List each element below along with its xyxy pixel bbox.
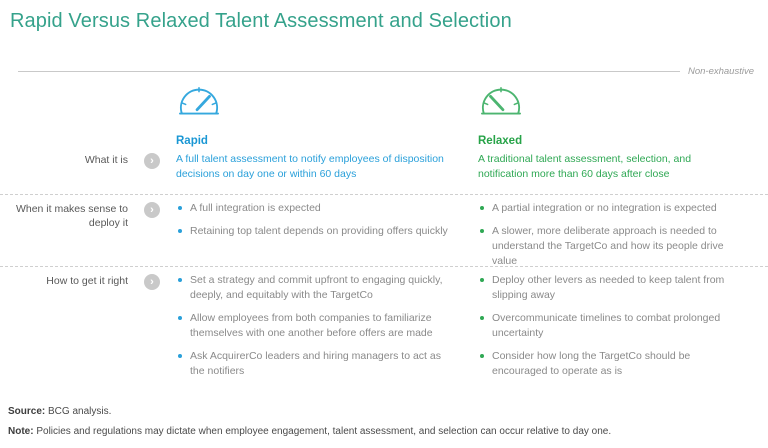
list-item: Allow employees from both companies to f…: [176, 311, 452, 341]
note-label: Note:: [8, 426, 34, 437]
what-it-is-rapid-text: A full talent assessment to notify emplo…: [176, 153, 444, 180]
gauge-fast-icon: [178, 87, 219, 115]
divider-line: [18, 71, 680, 72]
footer: Source: BCG analysis. Note: Policies and…: [8, 398, 760, 438]
list-item: Overcommunicate timelines to combat prol…: [478, 311, 728, 341]
column-header-rapid: Rapid: [176, 84, 478, 147]
row-how-to-get-it-right: How to get it right › Set a strategy and…: [0, 266, 768, 386]
list-item: A slower, more deliberate approach is ne…: [478, 224, 728, 269]
source-label: Source:: [8, 406, 46, 417]
relaxed-column-title: Relaxed: [478, 135, 523, 147]
list-item: Ask AcquirerCo leaders and hiring manage…: [176, 349, 452, 379]
non-exhaustive-tag: Non-exhaustive: [687, 66, 754, 77]
how-rapid-bullets: Set a strategy and commit upfront to eng…: [176, 273, 452, 378]
when-rapid-bullets: A full integration is expected Retaining…: [176, 201, 452, 239]
note-line: Note: Policies and regulations may dicta…: [8, 425, 760, 438]
chevron-right-icon: ›: [144, 274, 160, 290]
list-item: Set a strategy and commit upfront to eng…: [176, 273, 452, 303]
rapid-column-title: Rapid: [176, 135, 208, 147]
what-it-is-relaxed-text: A traditional talent assessment, selecti…: [478, 153, 692, 180]
row-label: What it is: [84, 154, 128, 166]
source-text: BCG analysis.: [45, 406, 112, 417]
page-title: Rapid Versus Relaxed Talent Assessment a…: [10, 10, 512, 32]
chevron-right-icon: ›: [144, 202, 160, 218]
list-item: Retaining top talent depends on providin…: [176, 224, 452, 239]
row-what-it-is: What it is › A full talent assessment to…: [0, 150, 768, 182]
row-when-it-makes-sense: When it makes sense to deploy it › A ful…: [0, 194, 768, 277]
when-relaxed-bullets: A partial integration or no integration …: [478, 201, 728, 269]
row-label: How to get it right: [46, 275, 128, 287]
row-label: When it makes sense to deploy it: [15, 203, 128, 229]
how-relaxed-bullets: Deploy other levers as needed to keep ta…: [478, 273, 728, 378]
source-line: Source: BCG analysis.: [8, 405, 760, 418]
top-rule: Non-exhaustive: [18, 66, 754, 77]
gauge-slow-icon: [481, 87, 521, 115]
list-item: A partial integration or no integration …: [478, 201, 728, 216]
note-text: Policies and regulations may dictate whe…: [33, 426, 612, 437]
list-item: Deploy other levers as needed to keep ta…: [478, 273, 728, 303]
list-item: Consider how long the TargetCo should be…: [478, 349, 728, 379]
chevron-right-icon: ›: [144, 153, 160, 169]
column-header-relaxed: Relaxed: [478, 84, 754, 147]
column-header-row: Rapid Relaxed: [0, 84, 768, 147]
list-item: A full integration is expected: [176, 201, 452, 216]
